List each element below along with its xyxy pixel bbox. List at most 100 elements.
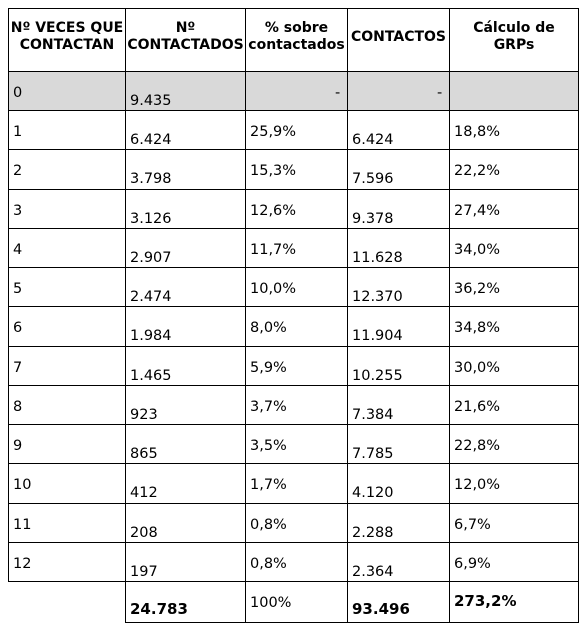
cell-veces: 2 [13,163,23,180]
cell-veces: 0 [13,85,23,101]
row-border [8,424,579,425]
cell-contactos: 6.424 [352,132,394,149]
cell-pct: 3,7% [250,398,287,415]
cell-contactados: 3.126 [130,210,172,227]
row-border [8,306,579,307]
cell-grps: 34,0% [454,241,501,258]
cell-grps: 6,9% [454,555,491,572]
total-contactados: 24.783 [130,600,188,618]
row-border [8,581,579,582]
row-border [8,267,579,268]
header-pct: % sobre contactados [246,20,347,54]
row-border [8,8,579,9]
totals-column-border [578,581,579,622]
header-pct-line: contactados [248,37,345,53]
cell-contactados: 2.474 [130,289,172,306]
row-border [8,542,579,543]
header-veces: Nº VECES QUE CONTACTAN [9,20,125,54]
cell-contactos: 10.255 [352,367,403,384]
cell-contactados: 1.984 [130,328,172,345]
column-border [578,8,579,581]
row-border [8,385,579,386]
cell-veces: 3 [13,202,23,219]
column-border [347,8,348,581]
cell-contactados: 923 [130,406,158,423]
header-veces-line: Nº VECES QUE [10,20,124,36]
header-contactados: Nº CONTACTADOS [126,20,245,54]
cell-contactos: 9.378 [352,210,394,227]
row-border [8,189,579,190]
cell-contactados: 197 [130,563,158,580]
header-veces-line: CONTACTAN [19,37,115,53]
column-border [245,8,246,581]
cell-contactos: 7.384 [352,406,394,423]
total-grps: 273,2% [454,592,517,610]
cell-veces: 8 [13,398,23,415]
cell-grps: 12,0% [454,477,501,494]
cell-pct: 25,9% [250,124,297,141]
cell-veces: 10 [13,477,32,494]
cell-contactados: 9.435 [130,93,172,109]
cell-contactados: 6.424 [130,132,172,149]
cell-contactos: - [437,85,443,101]
cell-grps: 34,8% [454,320,501,337]
cell-contactados: 2.907 [130,249,172,266]
totals-bottom-border [125,622,579,623]
cell-veces: 1 [13,124,23,141]
cell-veces: 7 [13,359,23,376]
cell-pct: 0,8% [250,555,287,572]
header-pct-line: % sobre [264,20,329,36]
cell-contactos: 11.628 [352,249,403,266]
cell-veces: 9 [13,438,23,455]
shaded-row-background [8,72,578,111]
cell-grps: 22,8% [454,438,501,455]
cell-pct: 12,6% [250,202,297,219]
cell-grps: 22,2% [454,163,501,180]
header-grps-line: Cálculo de [473,20,555,36]
cell-grps: 21,6% [454,398,501,415]
header-grps: Cálculo de GRPs [450,20,578,54]
cell-contactos: 7.785 [352,446,394,463]
header-contactos-line: CONTACTOS [351,29,446,45]
row-border [8,346,579,347]
totals-column-border [125,581,126,622]
row-border [8,503,579,504]
cell-grps: 6,7% [454,516,491,533]
cell-pct: 1,7% [250,477,287,494]
row-border [8,71,579,72]
total-contactos: 93.496 [352,600,410,618]
cell-veces: 4 [13,241,23,258]
cell-pct: 15,3% [250,163,297,180]
cell-contactos: 11.904 [352,328,403,345]
cell-grps: 36,2% [454,281,501,298]
cell-contactos: 2.364 [352,563,394,580]
totals-column-border [449,581,450,622]
totals-column-border [245,581,246,622]
cell-contactados: 208 [130,524,158,541]
cell-pct: 8,0% [250,320,287,337]
cell-contactos: 12.370 [352,289,403,306]
cell-pct: 0,8% [250,516,287,533]
cell-pct: 5,9% [250,359,287,376]
cell-pct: 11,7% [250,241,297,258]
row-border [8,149,579,150]
column-border [449,8,450,581]
cell-contactados: 412 [130,485,158,502]
totals-column-border [347,581,348,622]
cell-contactos: 4.120 [352,485,394,502]
cell-pct: 3,5% [250,438,287,455]
cell-contactos: 2.288 [352,524,394,541]
cell-contactos: 7.596 [352,171,394,188]
cell-pct: - [335,85,341,101]
total-pct: 100% [250,595,292,611]
column-border [125,8,126,581]
header-contactos: CONTACTOS [348,29,449,46]
cell-pct: 10,0% [250,281,297,298]
cell-veces: 6 [13,320,23,337]
header-contactados-line: CONTACTADOS [127,37,244,53]
header-contactados-line: Nº [175,20,196,36]
cell-contactados: 1.465 [130,367,172,384]
cell-grps: 18,8% [454,124,501,141]
cell-veces: 12 [13,555,32,572]
cell-contactados: 865 [130,446,158,463]
